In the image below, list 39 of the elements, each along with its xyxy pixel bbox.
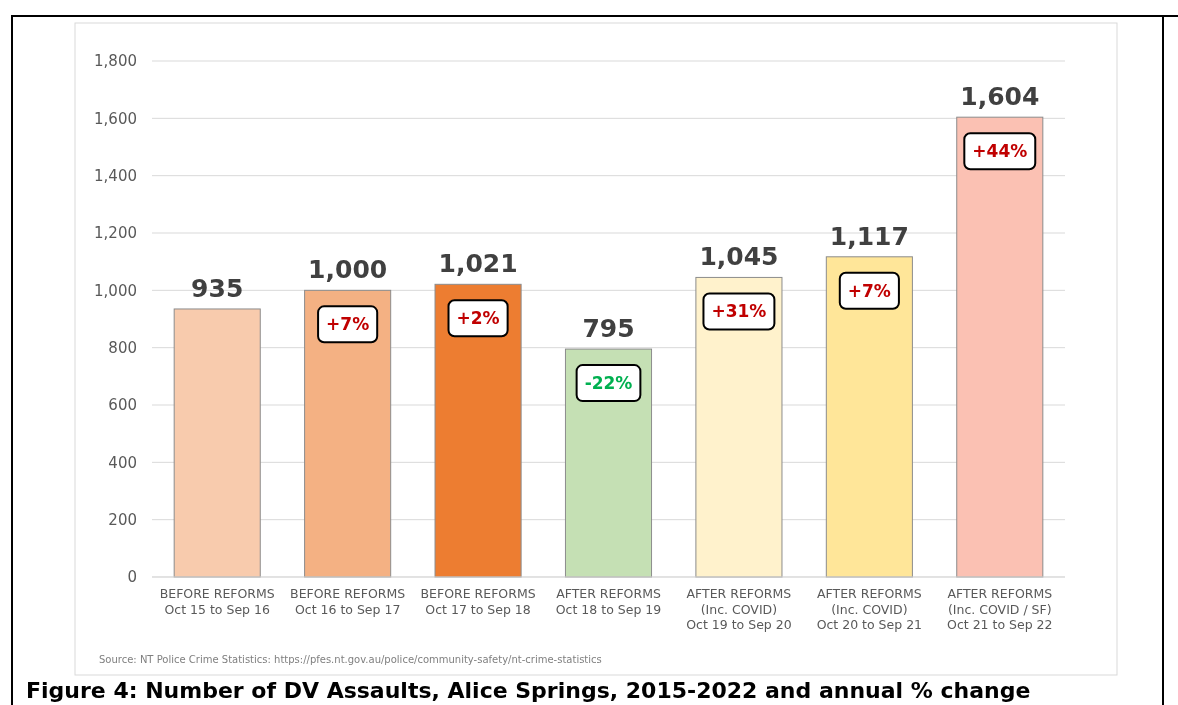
bar xyxy=(434,283,522,578)
data-label: 1,604 xyxy=(960,82,1040,112)
text: Figure 4: Number of DV Assaults, Alice Springs, 2015-2022 and annual % change xyxy=(26,678,1031,703)
annotation: +2% xyxy=(456,308,500,329)
y-tick-label: 1,400 xyxy=(94,166,137,185)
y-tick-label: 1,600 xyxy=(94,109,137,128)
data-label: 1,000 xyxy=(308,255,388,285)
x-tick-label: BEFORE REFORMS Oct 16 to Sep 17 xyxy=(290,586,406,617)
y-tick-label: 400 xyxy=(108,453,137,472)
bar xyxy=(173,308,261,578)
x-tick-label: AFTER REFORMS (Inc. COVID) Oct 20 to Sep 21 xyxy=(816,586,923,632)
bar xyxy=(304,289,392,578)
data-label: 1,045 xyxy=(699,242,779,272)
data-label: 1,117 xyxy=(829,221,909,251)
y-tick-label: 1,200 xyxy=(94,224,137,243)
data-label: 795 xyxy=(582,314,635,344)
x-tick-label: BEFORE REFORMS Oct 17 to Sep 18 xyxy=(420,586,536,617)
annotation: +7% xyxy=(847,280,891,301)
data-label: 1,021 xyxy=(438,249,518,279)
y-tick-label: 0 xyxy=(127,568,137,587)
bar xyxy=(956,116,1044,578)
bar xyxy=(825,256,913,578)
y-tick-label: 800 xyxy=(108,338,137,357)
y-tick-label: 1,000 xyxy=(94,281,137,300)
y-tick-label: 600 xyxy=(108,396,137,415)
y-tick-label: 200 xyxy=(108,510,137,529)
bar xyxy=(564,348,653,578)
annotation: -22% xyxy=(584,373,633,394)
annotation: +7% xyxy=(326,314,370,335)
annotation: +44% xyxy=(972,141,1028,162)
x-tick-label: AFTER REFORMS Oct 18 to Sep 19 xyxy=(555,586,662,617)
x-tick-label: AFTER REFORMS (Inc. COVID) Oct 19 to Sep 20 xyxy=(686,586,792,632)
source-note: Source: NT Police Crime Statistics: https://pfes.nt.gov.au/police/community-safety/nt-crime-statistics xyxy=(99,654,602,665)
x-tick-label: BEFORE REFORMS Oct 15 to Sep 16 xyxy=(159,586,275,617)
data-label: 935 xyxy=(191,273,244,303)
annotation: +31% xyxy=(711,301,767,322)
bar xyxy=(695,276,783,578)
x-tick-label: AFTER REFORMS (Inc. COVID / SF) Oct 21 to Sep 22 xyxy=(947,586,1053,632)
y-tick-label: 1,800 xyxy=(94,52,137,71)
